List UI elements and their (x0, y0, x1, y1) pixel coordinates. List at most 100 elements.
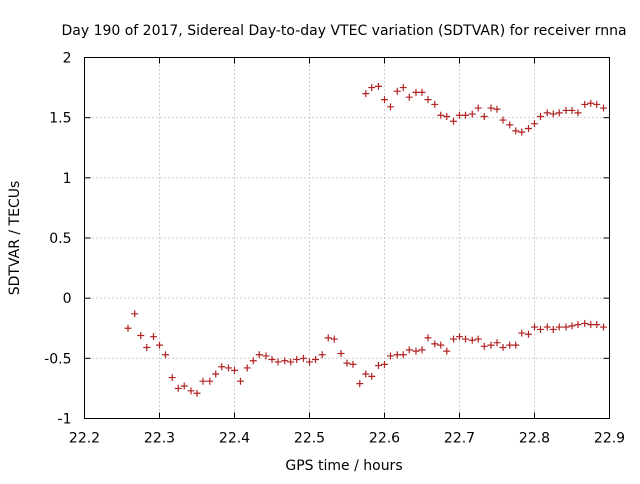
data-point (474, 104, 482, 112)
x-tick-label: 22.6 (369, 431, 400, 447)
data-point (549, 325, 557, 333)
data-point (499, 344, 507, 352)
data-point (174, 384, 182, 392)
data-point (312, 356, 319, 364)
data-point (187, 387, 195, 395)
data-point (549, 110, 557, 118)
data-point (531, 120, 538, 128)
y-tick-label: -0.5 (44, 351, 71, 367)
data-point (462, 111, 469, 119)
data-point (405, 93, 413, 101)
data-point (375, 362, 382, 370)
data-point (231, 366, 238, 374)
data-point (581, 100, 589, 108)
data-point (281, 357, 289, 365)
data-point (437, 341, 445, 349)
y-tick-label: 2 (63, 51, 72, 67)
data-point (587, 99, 595, 107)
data-point (381, 360, 388, 368)
data-point (493, 339, 501, 347)
data-point (293, 356, 301, 364)
data-point (262, 352, 270, 360)
y-tick-labels: -1 -0.5 0 0.5 1 1.5 2 (44, 51, 71, 428)
data-point (156, 341, 163, 349)
data-point (462, 335, 469, 343)
data-point (587, 321, 595, 329)
data-point (300, 354, 307, 362)
data-point (199, 377, 207, 385)
data-point (180, 382, 188, 390)
data-point (525, 124, 532, 132)
data-point (418, 88, 426, 96)
data-point (368, 372, 376, 380)
data-point (574, 109, 582, 117)
data-point (593, 100, 601, 108)
data-point (543, 109, 551, 117)
data-point (368, 84, 376, 92)
data-point (424, 96, 432, 104)
data-point (150, 333, 157, 341)
data-point (506, 121, 514, 129)
data-point (443, 112, 451, 120)
y-tick-label: 1 (63, 171, 72, 187)
data-point (431, 340, 439, 348)
data-point (330, 335, 338, 343)
data-point (206, 377, 214, 385)
data-point (562, 323, 570, 331)
data-point (362, 370, 370, 378)
x-tick-label: 22.9 (594, 431, 625, 447)
data-point (568, 106, 576, 114)
data-point (274, 358, 282, 366)
data-point (562, 106, 570, 114)
y-tick-label: -1 (58, 412, 72, 428)
data-point (324, 334, 332, 342)
data-point (399, 351, 407, 359)
x-axis-label: GPS time / hours (285, 458, 402, 474)
data-point (456, 333, 463, 341)
data-point (600, 104, 607, 112)
data-point (131, 310, 139, 318)
y-tick-label: 0 (63, 291, 72, 307)
data-point (393, 87, 401, 95)
data-point (193, 389, 201, 397)
x-tick-label: 22.5 (294, 431, 325, 447)
data-point (555, 323, 563, 331)
data-point (424, 334, 432, 342)
data-point (287, 358, 295, 366)
data-point (450, 335, 457, 343)
data-point (268, 356, 276, 364)
data-point (506, 341, 514, 349)
data-point (375, 82, 382, 90)
y-axis-label: SDTVAR / TECUs (7, 181, 23, 296)
data-point (480, 342, 488, 350)
data-point (512, 127, 520, 135)
data-point (581, 319, 589, 327)
data-point (218, 363, 226, 371)
data-point (249, 357, 257, 365)
data-point (168, 374, 176, 382)
data-point (568, 322, 576, 330)
x-tick-labels: 22.2 22.3 22.4 22.5 22.6 22.7 22.8 22.9 (69, 431, 625, 447)
data-point (318, 351, 326, 359)
data-point (343, 359, 351, 367)
y-tick-label: 0.5 (49, 231, 71, 247)
series-lower (124, 310, 607, 397)
data-point (143, 344, 151, 352)
series-upper (362, 82, 607, 136)
y-tick-label: 1.5 (49, 111, 71, 127)
data-point (225, 364, 232, 372)
data-point (255, 351, 263, 359)
data-point (443, 347, 451, 355)
data-point (493, 105, 501, 113)
data-point (555, 109, 563, 117)
data-point (412, 347, 420, 355)
data-point (212, 370, 220, 378)
data-point (537, 112, 544, 120)
data-point (412, 88, 420, 96)
data-point (537, 325, 544, 333)
data-point (487, 341, 495, 349)
data-point (574, 321, 582, 329)
chart-title: Day 190 of 2017, Sidereal Day-to-day VTE… (61, 23, 626, 39)
